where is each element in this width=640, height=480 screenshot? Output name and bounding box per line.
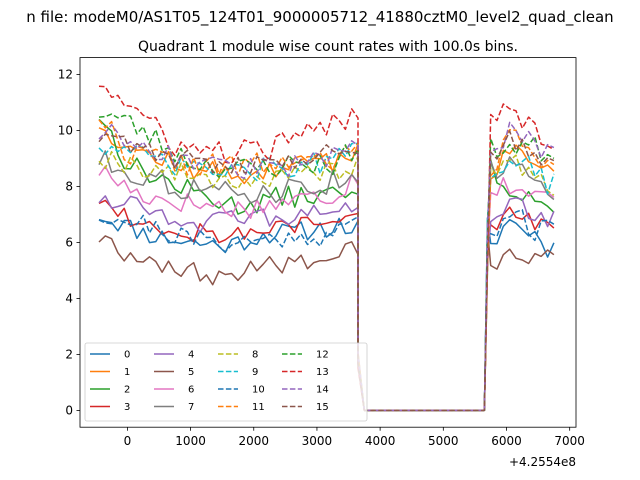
x-tick-label: 7000 [554, 434, 585, 448]
chart-title: Quadrant 1 module wise count rates with … [138, 39, 518, 55]
x-axis: 0 1000 2000 3000 4000 5000 6000 7000 [124, 427, 585, 448]
legend-entry: 5 [154, 367, 194, 378]
legend-entry: 6 [154, 385, 194, 396]
x-tick-label: 3000 [302, 434, 333, 448]
x-tick-label: 4000 [365, 434, 396, 448]
legend-entry: 2 [90, 385, 130, 396]
legend-label: 0 [124, 350, 130, 361]
series-line-9 [98, 142, 555, 412]
y-tick-label: 2 [65, 348, 73, 362]
legend-entry: 0 [90, 350, 130, 361]
legend-entry: 1 [90, 367, 130, 378]
legend-label: 13 [316, 367, 329, 378]
series-line-3 [98, 199, 555, 412]
series-line-11 [98, 119, 555, 412]
legend-entry: 10 [218, 385, 265, 396]
legend-entry: 9 [218, 367, 258, 378]
series-line-4 [98, 195, 555, 412]
series-line-14 [98, 121, 555, 412]
x-tick-label: 1000 [175, 434, 206, 448]
legend-label: 3 [124, 402, 130, 413]
y-tick-label: 4 [65, 292, 73, 306]
series-line-8 [98, 150, 555, 412]
legend-entry: 13 [282, 367, 329, 378]
series-line-0 [98, 217, 555, 412]
series-line-13 [98, 85, 555, 412]
legend-label: 6 [188, 385, 194, 396]
y-tick-label: 12 [58, 68, 73, 82]
legend-label: 15 [316, 402, 329, 413]
legend-entry: 8 [218, 350, 258, 361]
legend-label: 12 [316, 350, 329, 361]
y-tick-label: 8 [65, 180, 73, 194]
legend-label: 8 [252, 350, 258, 361]
legend-entry: 12 [282, 350, 329, 361]
y-tick-label: 10 [58, 124, 73, 138]
series-line-10 [98, 209, 555, 412]
x-axis-offset-label: +4.2554e8 [509, 455, 576, 469]
legend-entry: 7 [154, 402, 194, 413]
legend-label: 5 [188, 367, 194, 378]
figure-suptitle: n file: modeM0/AS1T05_124T01_9000005712_… [26, 8, 613, 27]
series-line-5 [98, 229, 555, 412]
legend-label: 11 [252, 402, 265, 413]
legend-label: 2 [124, 385, 130, 396]
legend-box [84, 342, 368, 422]
legend-entry: 3 [90, 402, 130, 413]
x-tick-label: 5000 [428, 434, 459, 448]
legend-label: 10 [252, 385, 265, 396]
legend-entry: 14 [282, 385, 329, 396]
y-axis: 0 2 4 6 8 10 12 [58, 68, 80, 418]
x-tick-label: 0 [124, 434, 132, 448]
legend-entry: 4 [154, 350, 194, 361]
legend-label: 4 [188, 350, 194, 361]
x-tick-label: 2000 [238, 434, 269, 448]
y-tick-label: 6 [65, 236, 73, 250]
legend-label: 1 [124, 367, 130, 378]
series-line-12 [98, 113, 555, 412]
series-line-6 [98, 165, 555, 412]
legend-entry: 15 [282, 402, 329, 413]
legend-entry: 11 [218, 402, 265, 413]
plot-series-group [98, 85, 555, 412]
x-tick-label: 6000 [491, 434, 522, 448]
y-tick-label: 0 [65, 404, 73, 418]
legend-label: 7 [188, 402, 194, 413]
legend-label: 14 [316, 385, 329, 396]
legend-label: 9 [252, 367, 258, 378]
